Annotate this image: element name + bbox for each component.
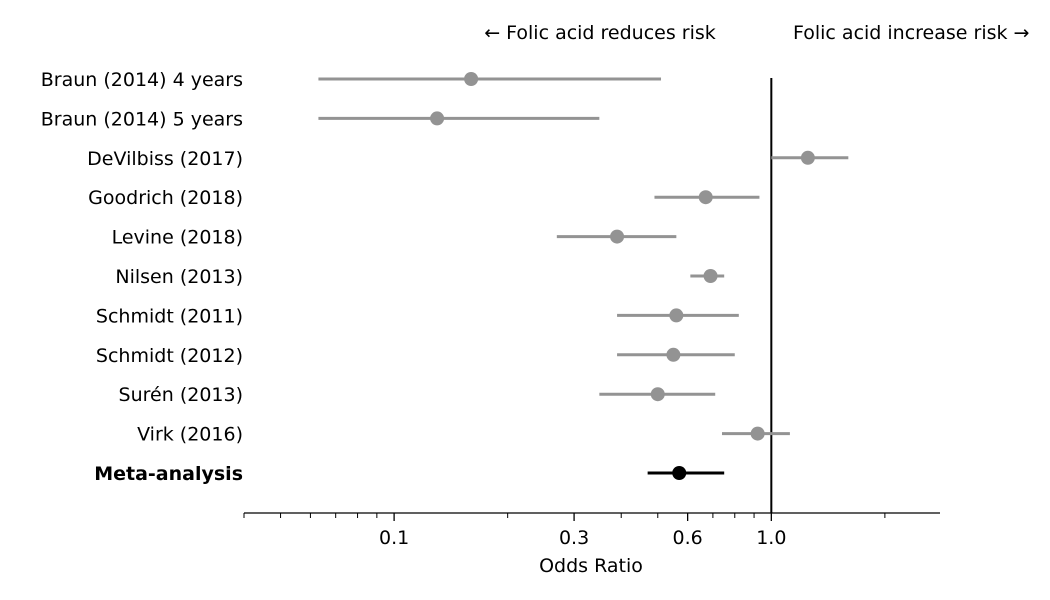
tick-label-3: 1.0	[756, 527, 786, 549]
annotation-reduces-risk: ← Folic acid reduces risk	[484, 22, 716, 44]
study-rows: Braun (2014) 4 years Braun (2014) 5 years…	[41, 69, 849, 513]
x-axis-label: Odds Ratio	[539, 555, 643, 577]
study-7-label: Schmidt (2012)	[96, 345, 243, 367]
study-5-label: Nilsen (2013)	[115, 266, 243, 288]
study-2-point	[800, 150, 815, 165]
study-8-label: Surén (2013)	[119, 384, 243, 406]
study-7-point	[666, 347, 681, 362]
study-1-point	[430, 111, 445, 126]
x-axis: 0.1 0.3 0.6 1.0	[243, 512, 940, 549]
study-2-label: DeVilbiss (2017)	[87, 148, 243, 170]
study-8-point	[650, 387, 665, 402]
study-6-label: Schmidt (2011)	[96, 305, 243, 327]
tick-label-1: 0.3	[559, 527, 589, 549]
study-3-label: Goodrich (2018)	[88, 187, 243, 209]
study-9-label: Virk (2016)	[137, 424, 243, 446]
summary-label: Meta-analysis	[94, 463, 243, 485]
study-9-point	[750, 426, 765, 441]
study-6-point	[669, 308, 684, 323]
study-3-point	[698, 190, 713, 205]
study-0-point	[464, 72, 479, 86]
tick-label-0: 0.1	[379, 527, 409, 549]
study-0-label: Braun (2014) 4 years	[41, 69, 243, 91]
tick-label-2: 0.6	[673, 527, 703, 549]
study-5-point	[703, 269, 718, 283]
study-1-label: Braun (2014) 5 years	[41, 108, 243, 130]
summary-point	[672, 466, 687, 480]
annotation-increase-risk: Folic acid increase risk →	[793, 22, 1029, 44]
study-4-point	[610, 229, 625, 244]
study-4-label: Levine (2018)	[112, 227, 243, 249]
